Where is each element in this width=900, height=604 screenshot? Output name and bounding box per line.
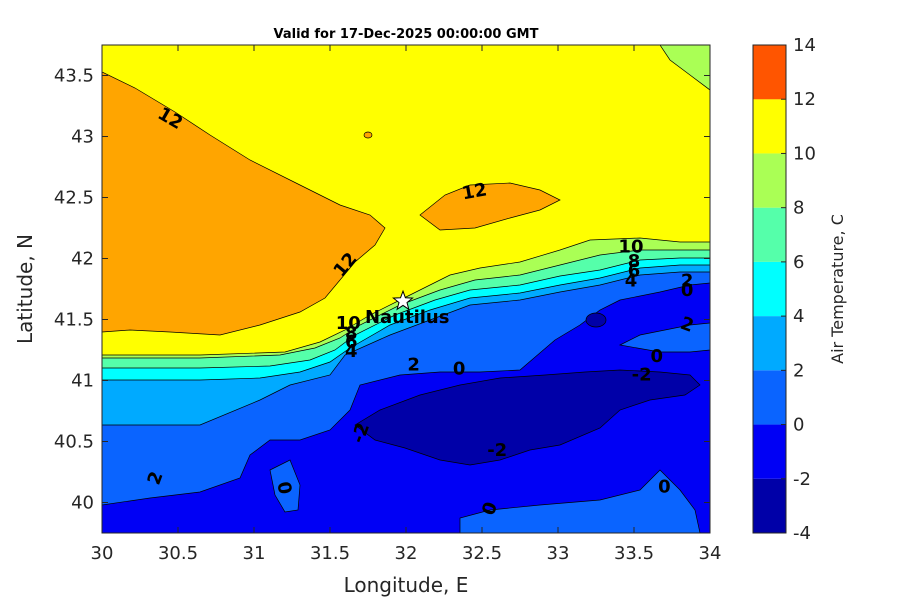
x-tick-label: 30.5	[158, 543, 198, 564]
contour-label: -2	[632, 364, 652, 385]
contour-fill-layer	[102, 45, 710, 533]
x-tick-label: 34	[699, 543, 722, 564]
band-8-10-corner	[659, 45, 710, 91]
y-tick-label: 43	[71, 127, 94, 148]
colorbar-swatch	[753, 316, 786, 371]
colorbar-swatch	[753, 370, 786, 425]
contour-label: 10	[618, 236, 643, 257]
x-tick-label: 31	[243, 543, 266, 564]
x-tick-label: 32.5	[462, 543, 502, 564]
colorbar-tick-label: 12	[793, 89, 816, 110]
colorbar-tick-label: 4	[793, 306, 804, 327]
contour-label: 8	[628, 251, 641, 272]
contour-label: -2	[487, 440, 507, 461]
x-tick-label: 33	[547, 543, 570, 564]
y-tick-label: 43.5	[54, 66, 94, 87]
contour-label: 12	[460, 179, 488, 204]
colorbar-swatch-top	[753, 45, 786, 100]
colorbar: -4 -2 0 2 4 6 8 10 12 14	[752, 35, 816, 544]
colorbar-frame	[752, 44, 787, 534]
band-0-2-southeast-pocket	[459, 469, 701, 533]
colorbar-tick-label: -4	[793, 523, 811, 544]
contour-label: 6	[628, 261, 641, 282]
contour-label: 0	[272, 480, 295, 496]
colorbar-swatch	[753, 153, 786, 208]
y-tick-label: 42.5	[54, 188, 94, 209]
band-12-14-dot	[363, 131, 373, 139]
band-12-14-west	[102, 71, 386, 336]
contour-label: 4	[345, 341, 358, 362]
x-axis-ticks: 30 30.5 31 31.5 32 32.5 33 33.5 34	[91, 45, 722, 564]
y-tick-label: 41	[71, 371, 94, 392]
star-icon	[392, 289, 414, 311]
band-neg4-dot	[585, 312, 607, 328]
x-tick-label: 30	[91, 543, 114, 564]
colorbar-tick-label: 14	[793, 35, 816, 56]
y-tick-label: 42	[71, 249, 94, 270]
station-label: Nautilus	[365, 307, 450, 328]
colorbar-tick-label: -2	[793, 469, 811, 490]
colorbar-swatch	[753, 99, 786, 154]
y-tick-label: 40.5	[54, 432, 94, 453]
colorbar-swatch	[753, 424, 786, 479]
colorbar-label: Air Temperature, C	[828, 214, 847, 364]
y-tick-label: 40	[71, 493, 94, 514]
contour-label: 0	[453, 358, 466, 379]
contour-label: 2	[681, 270, 694, 291]
x-axis-label: Longitude, E	[344, 573, 469, 597]
contour-label: 0	[658, 477, 671, 498]
colorbar-swatch	[753, 207, 786, 262]
colorbar-tick-label: 6	[793, 252, 804, 273]
colorbar-tick-label: 2	[793, 360, 804, 381]
station-marker: Nautilus	[365, 289, 450, 328]
colorbar-tick-label: 10	[793, 143, 816, 164]
band-0-2-east-pocket	[618, 322, 710, 353]
band-0-2-south-pocket	[269, 459, 301, 513]
contour-label: 2	[407, 355, 420, 376]
band-12-14-center	[419, 182, 561, 231]
colorbar-tick-label: 0	[793, 415, 804, 436]
contour-label: 6	[345, 331, 358, 352]
chart-title: Valid for 17-Dec-2025 00:00:00 GMT	[274, 27, 539, 42]
y-axis-label: Latitude, N	[13, 234, 37, 344]
band-neg4-neg2	[354, 369, 701, 466]
contour-label: 0	[651, 346, 664, 367]
colorbar-swatch	[753, 478, 786, 533]
x-tick-label: 31.5	[310, 543, 350, 564]
x-tick-label: 32	[395, 543, 418, 564]
colorbar-tick-label: 8	[793, 198, 804, 219]
y-tick-label: 41.5	[54, 310, 94, 331]
contour-label: 0	[681, 280, 694, 301]
colorbar-swatch	[753, 261, 786, 317]
contour-label: 8	[345, 323, 358, 344]
contour-label: 10	[336, 313, 361, 334]
contour-label: 4	[625, 270, 638, 291]
x-tick-label: 33.5	[614, 543, 654, 564]
